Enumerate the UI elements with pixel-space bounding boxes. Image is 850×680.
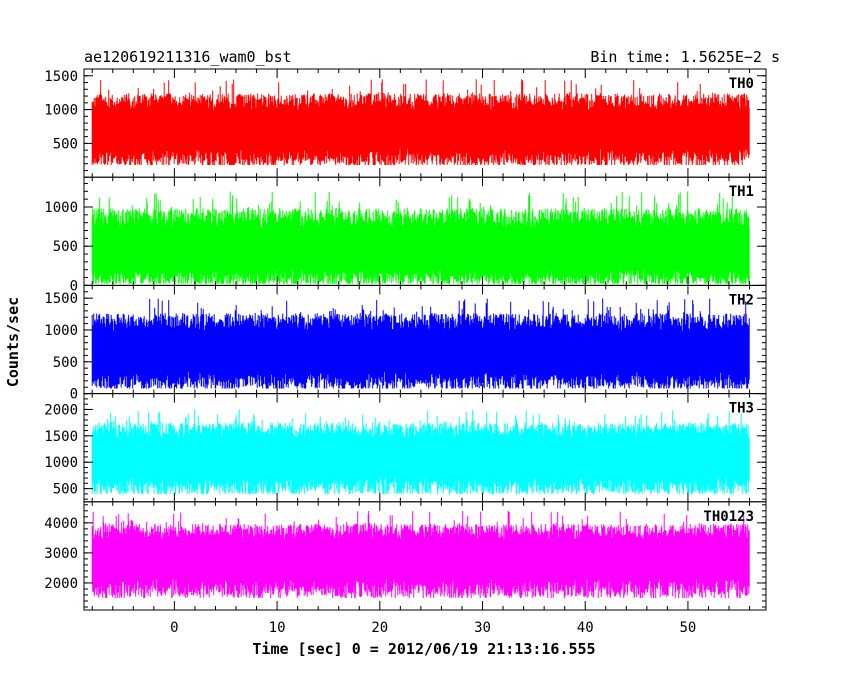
y-tick-label: 0 <box>70 387 78 403</box>
series-th1 <box>91 191 750 284</box>
panel-label: TH1 <box>729 184 754 200</box>
panel-th2: 0 500 1000 1500 TH2 <box>44 284 767 403</box>
y-tick-label: 1500 <box>44 291 78 307</box>
chart-title-left: ae120619211316_wam0_bst <box>84 48 292 66</box>
panel-label: TH0 <box>729 76 754 92</box>
y-tick-label: 2000 <box>44 402 78 418</box>
y-tick-label: 500 <box>53 136 78 152</box>
y-tick-label: 0 <box>70 278 78 294</box>
panel-frame <box>83 501 767 611</box>
panel-th1: 0 500 1000 TH1 <box>44 176 767 294</box>
y-tick-label: 1500 <box>44 69 78 85</box>
panel-th0: 500 1000 1500 TH0 <box>44 68 767 178</box>
panel-label: TH0123 <box>703 509 754 525</box>
chart-title-right: Bin time: 1.5625E−2 s <box>590 48 780 66</box>
x-axis-label: Time [sec] 0 = 2012/06/19 21:13:16.555 <box>252 640 595 658</box>
y-axis-label: Counts/sec <box>4 297 22 387</box>
y-tick-label: 1000 <box>44 455 78 471</box>
y-tick-label: 1000 <box>44 323 78 339</box>
y-tick-label: 500 <box>53 239 78 255</box>
panel-label: TH3 <box>729 401 754 417</box>
y-tick-label: 4000 <box>44 516 78 532</box>
y-tick-label: 1000 <box>44 200 78 216</box>
x-tick-label: 10 <box>269 620 286 636</box>
x-tick-label: 40 <box>577 620 594 636</box>
panel-th0123: 2000 3000 4000 TH0123 <box>44 501 767 611</box>
y-tick-label: 3000 <box>44 546 78 562</box>
y-tick-label: 1500 <box>44 429 78 445</box>
x-tick-label: 0 <box>170 620 178 636</box>
panel-label: TH2 <box>729 292 754 308</box>
y-tick-label: 1000 <box>44 103 78 119</box>
x-tick-label: 30 <box>474 620 491 636</box>
series-th2 <box>91 298 750 389</box>
x-tick-label: 50 <box>680 620 697 636</box>
series-th0 <box>91 79 750 165</box>
panel-th3: 500 1000 1500 2000 TH3 <box>44 393 767 503</box>
y-tick-label: 500 <box>53 482 78 498</box>
y-tick-label: 2000 <box>44 576 78 592</box>
series-th3 <box>91 409 750 494</box>
y-tick-label: 500 <box>53 355 78 371</box>
series-th0123 <box>91 510 750 598</box>
x-tick-label: 20 <box>371 620 388 636</box>
